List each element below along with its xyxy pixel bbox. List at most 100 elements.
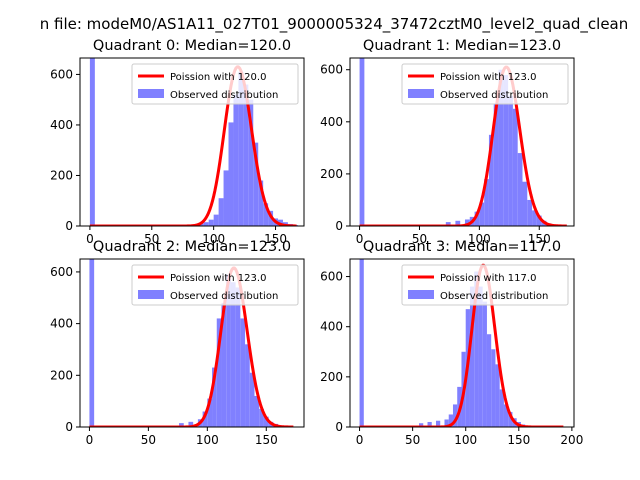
histogram-bar [245, 344, 250, 427]
histogram-bar [495, 364, 500, 427]
histogram-bar [240, 318, 246, 427]
histogram-bar [202, 411, 208, 427]
legend-box [401, 63, 569, 105]
histogram-bar [218, 198, 224, 226]
legend-bar-label: Observed distribution [440, 90, 548, 101]
histogram-bar [226, 274, 231, 427]
histogram-bar [491, 349, 496, 427]
histogram-bar [503, 404, 509, 427]
subplot-title: Quadrant 3: Median=117.0 [363, 239, 561, 255]
histogram-bar [536, 215, 542, 226]
histogram-bar [488, 134, 494, 226]
histogram-bar [233, 94, 239, 226]
legend-box [131, 63, 299, 105]
subplot-quadrant-0: 0 50 100 150 0 200 400 600 Quadrant 0: Median=12… [50, 38, 305, 246]
x-tick-label: 100 [196, 433, 219, 447]
axes-frame [79, 258, 305, 428]
x-tick-label: 150 [507, 433, 530, 447]
y-tick-label: 0 [65, 420, 73, 434]
histogram-bar [207, 398, 213, 427]
histogram-bar [499, 389, 504, 427]
y-tick-label: 400 [50, 317, 73, 331]
x-tick-label: 100 [454, 433, 477, 447]
histogram-bar [89, 58, 95, 226]
histogram-bar [479, 202, 485, 226]
histogram-bar [444, 419, 449, 427]
histogram-bar [259, 408, 264, 427]
legend-bar-swatch [408, 290, 434, 299]
legend: Poission with 120.0 Observed distribution [131, 63, 299, 105]
histogram-bar [223, 170, 229, 226]
histogram-bar [486, 334, 492, 427]
subplot-title: Quadrant 1: Median=123.0 [363, 38, 561, 54]
histogram-bar [484, 179, 489, 226]
histogram-bar [238, 71, 244, 226]
histogram-bar [517, 153, 523, 226]
y-tick-label: 0 [335, 420, 343, 434]
histogram-bar [469, 286, 475, 427]
histogram-bar [235, 287, 241, 427]
histogram-bar [253, 142, 259, 226]
subplot-title: Quadrant 2: Median=123.0 [93, 239, 291, 255]
y-tick-label: 400 [320, 115, 343, 129]
y-tick-label: 200 [320, 167, 343, 181]
histogram-bar [89, 259, 95, 427]
histogram-bar [427, 421, 432, 427]
legend-line-label: Poission with 123.0 [440, 72, 536, 83]
histogram-bar [478, 286, 483, 427]
x-tick-label: 100 [468, 232, 491, 246]
legend-box [401, 264, 569, 306]
histogram-bar [508, 95, 513, 226]
legend: Poission with 123.0 Observed distribution [401, 63, 569, 105]
y-tick-label: 400 [320, 320, 343, 334]
histogram-bar [359, 259, 364, 427]
subplot-title: Quadrant 0: Median=120.0 [93, 38, 291, 54]
histogram-bar [522, 181, 528, 226]
histogram-bar [243, 84, 249, 226]
x-tick-label: 0 [86, 433, 94, 447]
axes-frame [349, 258, 575, 428]
x-tick-label: 150 [264, 232, 287, 246]
x-tick-label: 150 [528, 232, 551, 246]
y-tick-label: 200 [320, 370, 343, 384]
legend-line-label: Poission with 120.0 [170, 72, 266, 83]
y-tick-label: 200 [50, 368, 73, 382]
histogram-bar [248, 99, 254, 226]
histogram-bar [258, 180, 264, 226]
histogram-bar [208, 219, 214, 226]
subplot-grid: 0 50 100 150 0 200 400 600 Quadrant 0: Median=12… [50, 38, 583, 447]
figure-suptitle: n file: modeM0/AS1A11_027T01_9000005324_… [40, 15, 629, 34]
legend-bar-swatch [138, 89, 164, 98]
subplot-quadrant-1: 0 50 100 150 0 200 400 600 Quadrant 1: Median=12… [320, 38, 575, 246]
y-tick-label: 200 [50, 168, 73, 182]
x-tick-label: 50 [412, 232, 427, 246]
histogram-bar [254, 395, 260, 427]
legend-bar-label: Observed distribution [170, 291, 278, 302]
x-tick-label: 50 [144, 232, 159, 246]
x-tick-label: 50 [141, 433, 156, 447]
histogram-bars [89, 259, 283, 427]
legend-bar-swatch [138, 290, 164, 299]
histogram-bar [419, 423, 424, 427]
x-tick-label: 0 [356, 433, 364, 447]
y-tick-label: 600 [320, 270, 343, 284]
legend-bar-label: Observed distribution [170, 90, 278, 101]
axes-frame [349, 57, 575, 227]
legend-box [131, 264, 299, 306]
legend-line-label: Poission with 117.0 [440, 273, 536, 284]
legend-line-label: Poission with 123.0 [170, 273, 266, 284]
histogram-bar [498, 69, 504, 226]
histogram-bar [452, 404, 458, 427]
histogram-bar [263, 416, 269, 427]
subplot-quadrant-2: 0 50 100 150 0 200 400 600 Quadrant 2: Median=12… [50, 239, 305, 447]
histogram-bar [216, 318, 222, 427]
histogram-bar [448, 414, 453, 427]
histogram-bar [532, 210, 537, 226]
legend-bar-label: Observed distribution [440, 291, 548, 302]
histogram-bar [268, 210, 274, 226]
histogram-bars [359, 58, 557, 226]
legend: Poission with 123.0 Observed distribution [131, 264, 299, 306]
y-tick-label: 0 [335, 219, 343, 233]
histogram-bar [212, 367, 217, 427]
